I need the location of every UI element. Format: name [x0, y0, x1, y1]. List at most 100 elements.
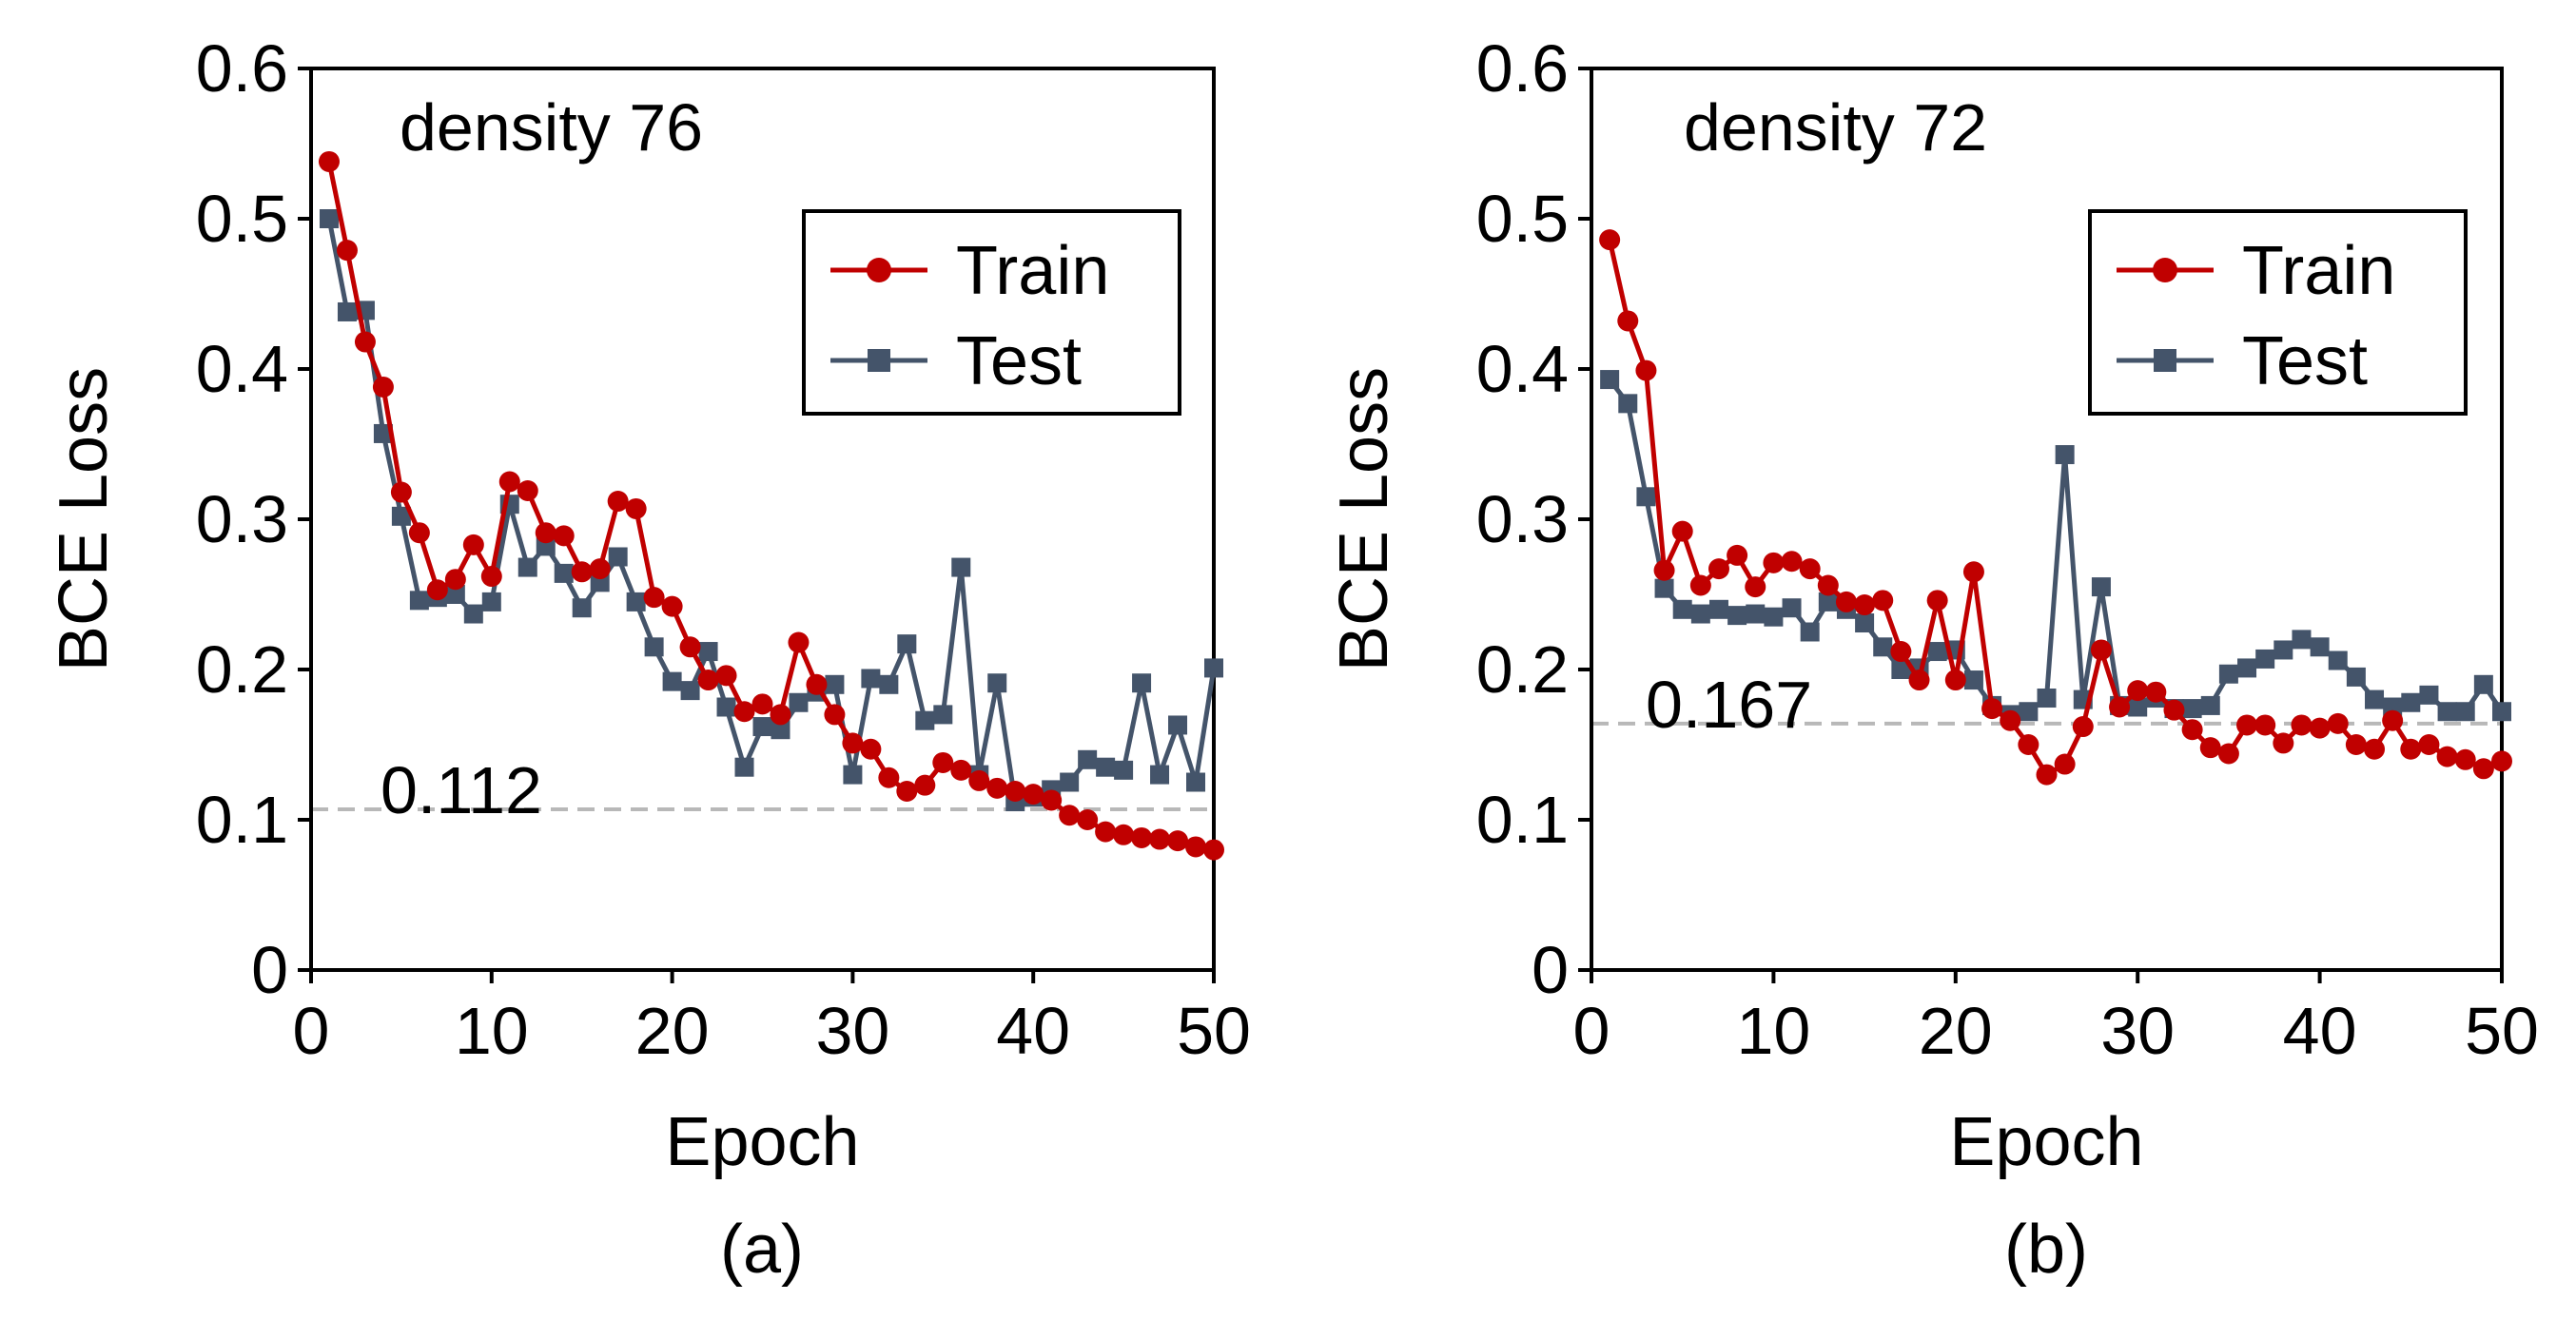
- train-point: [2217, 743, 2239, 765]
- test-point: [2091, 577, 2111, 597]
- train-point: [1149, 828, 1171, 850]
- test-point: [1600, 370, 1620, 390]
- y-axis-label: BCE Loss: [46, 367, 122, 671]
- train-point: [1708, 558, 1729, 580]
- train-point: [2491, 750, 2512, 772]
- train-point: [1113, 824, 1135, 845]
- test-point: [1746, 604, 1766, 624]
- test-point: [2492, 702, 2511, 722]
- train-point: [1763, 552, 1785, 573]
- test-point: [2419, 685, 2439, 705]
- train-point: [462, 534, 484, 555]
- train-point: [1599, 229, 1621, 251]
- train-point: [968, 769, 990, 791]
- train-point: [2072, 716, 2094, 738]
- train-point: [2127, 680, 2149, 702]
- test-point: [1096, 757, 1116, 777]
- test-point: [2037, 689, 2057, 709]
- test-point: [1855, 613, 1875, 633]
- test-point: [752, 717, 772, 737]
- test-point: [1078, 749, 1098, 769]
- x-tick-label: 20: [1919, 994, 1993, 1068]
- train-point: [553, 525, 575, 547]
- train-point: [1890, 641, 1912, 663]
- train-point: [2364, 738, 2386, 760]
- y-tick-label: 0: [251, 933, 288, 1007]
- x-axis-label: Epoch: [665, 1104, 859, 1180]
- train-point: [2291, 714, 2313, 736]
- test-point: [2328, 650, 2348, 670]
- x-tick-label: 40: [2283, 994, 2357, 1068]
- test-point: [1672, 599, 1692, 619]
- density-annotation: density 72: [1684, 90, 1987, 165]
- test-point: [915, 710, 935, 730]
- train-point: [2327, 712, 2349, 734]
- train-point: [842, 732, 864, 754]
- test-point: [2237, 658, 2257, 678]
- test-point: [897, 634, 917, 654]
- train-point: [2018, 734, 2039, 755]
- train-point: [1617, 310, 1639, 332]
- test-point: [337, 301, 357, 321]
- train-point: [625, 497, 647, 519]
- x-tick-label: 0: [1573, 994, 1610, 1068]
- test-point: [825, 674, 845, 694]
- y-axis-label: BCE Loss: [1326, 367, 1402, 671]
- train-point: [2382, 709, 2404, 731]
- test-point: [1618, 394, 1638, 414]
- panel-caption: (b): [2004, 1212, 2088, 1288]
- test-point: [734, 757, 754, 777]
- y-tick-label: 0.5: [1476, 182, 1569, 256]
- test-point: [2274, 640, 2293, 660]
- chart-panel-1: 0.112 0 0.1 0.2 0.3 0.4 0.5 0.6 0 10 20 30 40 50 Epoch…: [46, 31, 1251, 1288]
- test-point: [987, 673, 1007, 693]
- train-point: [2436, 746, 2458, 767]
- train-point: [2309, 717, 2331, 739]
- train-point: [1745, 576, 1766, 598]
- train-point: [770, 704, 791, 726]
- x-axis-label: Epoch: [1949, 1104, 2143, 1180]
- legend-box: [2088, 209, 2468, 416]
- test-point: [626, 592, 646, 611]
- train-point: [2181, 719, 2203, 741]
- x-tick-label: 0: [293, 994, 330, 1068]
- series-train: [318, 150, 1224, 861]
- train-point: [444, 569, 466, 591]
- train-point: [932, 751, 954, 773]
- plot-frame: [1590, 67, 2504, 972]
- train-point: [1835, 591, 1857, 612]
- test-point: [1204, 658, 1223, 678]
- y-tick-label: 0.6: [196, 31, 288, 106]
- legend-marker-train: [2153, 258, 2177, 282]
- x-tick-label: 20: [635, 994, 710, 1068]
- train-point: [878, 767, 900, 788]
- test-point: [1060, 772, 1080, 792]
- train-point: [1653, 559, 1675, 581]
- train-point: [2163, 699, 2185, 721]
- panel-caption: (a): [720, 1212, 804, 1288]
- y-tick-label: 0.3: [196, 482, 288, 556]
- chart-panel-2: 0.167 0 0.1 0.2 0.3 0.4 0.5 0.6 0 10 20 30 40 50 Epoch…: [1326, 31, 2539, 1288]
- test-point: [2200, 695, 2220, 715]
- train-point: [896, 780, 918, 802]
- train-point: [1131, 826, 1153, 848]
- test-point: [951, 557, 971, 577]
- x-tick-label: 30: [815, 994, 889, 1068]
- test-point: [2055, 445, 2075, 465]
- test-point: [2346, 667, 2366, 687]
- test-point: [1708, 599, 1728, 619]
- train-point: [715, 665, 737, 687]
- legend-label-test: Test: [2242, 323, 2368, 399]
- train-point: [1059, 805, 1081, 826]
- train-point: [1981, 698, 2003, 720]
- y-tick-label: 0.6: [1476, 31, 1569, 106]
- test-point: [861, 669, 881, 689]
- test-point: [1818, 592, 1838, 611]
- reference-line-label: 0.167: [1646, 668, 1812, 742]
- train-point: [498, 471, 520, 493]
- y-tick-label: 0.2: [196, 632, 288, 707]
- train-point: [824, 704, 846, 726]
- train-point: [571, 561, 593, 583]
- test-point: [1873, 637, 1893, 657]
